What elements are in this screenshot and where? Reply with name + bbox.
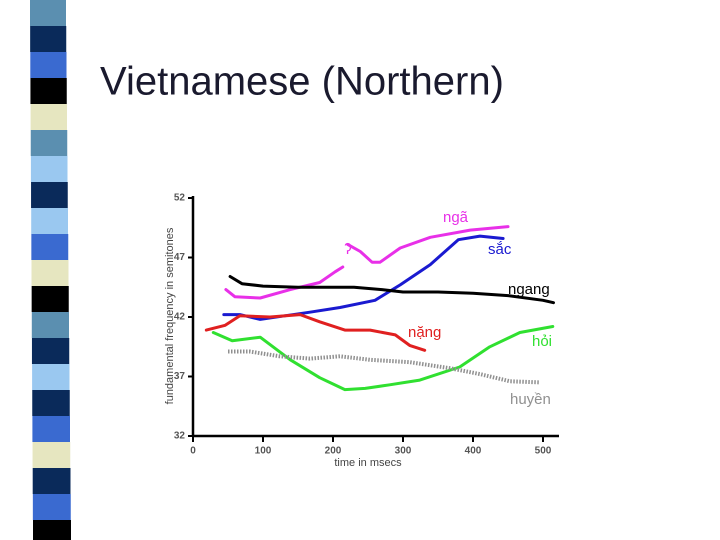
x-tick-label: 100 — [255, 446, 272, 457]
strip-square — [31, 312, 69, 338]
series-label: hỏi — [532, 333, 552, 350]
series-line — [228, 349, 541, 385]
strip-square — [32, 416, 70, 442]
y-tick-label: 47 — [174, 252, 186, 263]
strip-square — [30, 26, 67, 52]
y-tick-label: 32 — [174, 431, 186, 442]
x-tick-label: 200 — [325, 446, 342, 457]
strip-square — [31, 338, 70, 364]
series-line — [224, 225, 510, 300]
series-label: nặng — [408, 324, 441, 341]
series-line — [222, 234, 505, 321]
series-label: ngã — [443, 209, 469, 226]
series-line — [228, 275, 555, 305]
strip-square — [31, 286, 69, 312]
strip-square — [32, 390, 70, 416]
x-axis-label: time in msecs — [334, 457, 402, 469]
x-tick-label: 400 — [465, 446, 482, 457]
series-line — [204, 313, 427, 352]
series-label: huyền — [510, 391, 551, 408]
decorative-strip — [30, 0, 71, 540]
strip-square — [30, 156, 68, 182]
strip-square — [32, 468, 71, 494]
strip-square — [32, 494, 71, 520]
strip-square — [30, 78, 67, 104]
strip-square — [32, 442, 71, 468]
strip-square — [30, 0, 66, 26]
strip-square — [30, 104, 68, 130]
series-label: ngang — [508, 281, 550, 298]
x-tick-label: 500 — [535, 446, 552, 457]
series-label: sắc — [488, 241, 512, 258]
strip-square — [31, 260, 69, 286]
strip-square — [31, 234, 69, 260]
series-line — [211, 325, 555, 392]
strip-square — [32, 364, 70, 390]
y-tick-label: 37 — [174, 371, 186, 382]
annotation: ʔ — [344, 241, 352, 258]
y-axis-label: fundamental frequency in semitones — [164, 227, 176, 404]
strip-square — [33, 520, 71, 540]
strip-square — [30, 130, 68, 156]
y-tick-label: 52 — [174, 193, 186, 204]
x-tick-label: 300 — [395, 446, 412, 457]
strip-square — [30, 52, 67, 78]
slide-title: Vietnamese (Northern) — [100, 60, 504, 104]
y-tick-label: 42 — [174, 312, 186, 323]
strip-square — [31, 182, 68, 208]
strip-square — [31, 208, 68, 234]
x-tick-label: 0 — [190, 446, 196, 457]
